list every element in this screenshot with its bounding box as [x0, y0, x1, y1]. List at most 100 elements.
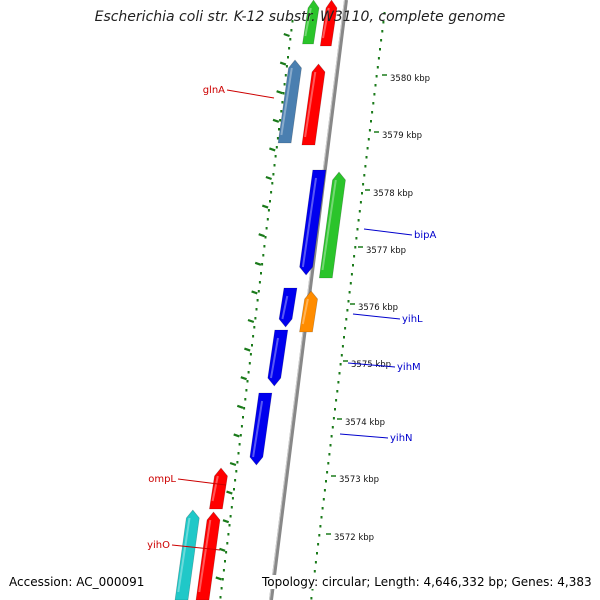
feature-layer	[174, 0, 346, 600]
track-dot	[356, 228, 359, 231]
track-dot	[219, 596, 222, 599]
track-dot	[237, 452, 240, 455]
track-dot	[245, 389, 248, 392]
feature-highlight	[280, 67, 293, 136]
track-dot	[370, 120, 372, 123]
tick-dash	[283, 32, 290, 38]
tick-label: 3573 kbp	[339, 475, 379, 485]
topology-text: Topology: circular; Length: 4,646,332 bp…	[262, 575, 592, 589]
track-dot	[313, 570, 316, 573]
tick-dash	[279, 61, 287, 66]
tick-label: 3578 kbp	[373, 189, 413, 199]
track-dot	[240, 425, 243, 428]
leader-line	[171, 544, 221, 551]
track-dot	[363, 174, 366, 177]
track-dot	[228, 524, 231, 527]
gene-feature-inner	[267, 329, 289, 387]
track-dot	[380, 39, 383, 42]
track-dot	[263, 245, 266, 248]
track-dot	[247, 371, 250, 374]
tick-dash	[236, 404, 244, 409]
track-dot	[344, 327, 347, 330]
track-dot	[354, 246, 357, 249]
track-dot	[317, 543, 320, 546]
tick-dash	[233, 433, 240, 438]
track-dot	[364, 165, 367, 168]
track-dot	[340, 354, 343, 357]
track-dot	[256, 299, 259, 302]
track-dot	[325, 480, 327, 483]
track-dot	[260, 272, 262, 275]
track-dot	[229, 515, 232, 518]
track-dot	[373, 93, 376, 96]
tick-dash	[226, 490, 233, 495]
track-dot	[321, 507, 324, 510]
track-dot	[242, 416, 244, 419]
left-dotted-track	[219, 20, 294, 599]
track-dot	[362, 183, 365, 186]
track-dot	[323, 489, 326, 492]
track-dot	[270, 191, 273, 194]
feature-highlight	[177, 517, 191, 593]
track-dot	[346, 309, 349, 312]
tick-dash	[254, 261, 262, 266]
track-dot	[224, 560, 226, 563]
track-dot	[383, 12, 386, 15]
track-dot	[249, 353, 252, 356]
track-dot	[225, 551, 228, 554]
track-dot	[371, 111, 374, 114]
track-dot	[233, 488, 235, 491]
track-dot	[310, 597, 313, 600]
track-dot	[322, 498, 325, 501]
track-dot	[347, 300, 350, 303]
leader-line	[352, 313, 401, 320]
track-dot	[275, 146, 278, 149]
track-dot	[381, 30, 384, 33]
gene-label-yihO: yihO	[147, 540, 170, 551]
tick-dash	[229, 461, 237, 467]
track-dot	[238, 443, 241, 446]
track-dot	[274, 155, 277, 158]
track-dot	[244, 398, 247, 401]
track-dot	[338, 372, 341, 375]
accession-text: Accession: AC_000091	[9, 575, 145, 589]
gene-feature-inner	[249, 392, 273, 466]
track-dot	[234, 479, 237, 482]
track-dot	[287, 56, 289, 59]
track-dot	[319, 525, 322, 528]
feature-highlight	[198, 519, 212, 593]
track-dot	[359, 201, 362, 204]
track-dot	[368, 129, 371, 132]
track-dot	[221, 578, 224, 581]
tick-dash	[258, 233, 265, 238]
gene-label-yihL: yihL	[402, 314, 423, 325]
gene-feature-inner	[299, 169, 327, 276]
track-dot	[353, 255, 356, 258]
track-dot	[262, 254, 265, 257]
feature-highlight	[304, 7, 312, 37]
track-dot	[361, 192, 363, 195]
track-dot	[248, 362, 251, 365]
track-dot	[337, 381, 340, 384]
track-dot	[365, 156, 368, 159]
track-dot	[264, 236, 267, 239]
track-dot	[329, 444, 332, 447]
tick-dash	[247, 318, 255, 324]
feature-highlight	[211, 475, 219, 502]
track-dot	[278, 128, 280, 131]
leader-line	[226, 89, 275, 99]
tick-layer: 3580 kbp 3579 kbp 3578 kbp 3577 kbp 3576 kbp…	[326, 74, 430, 543]
tick-dash	[219, 547, 226, 552]
track-dot	[330, 435, 333, 438]
tick-dash	[261, 204, 269, 209]
right-dotted-track	[310, 12, 386, 600]
track-dot	[336, 390, 339, 393]
track-dot	[357, 219, 360, 222]
track-dot	[328, 453, 331, 456]
track-dot	[243, 407, 246, 410]
track-dot	[379, 48, 381, 51]
gene-feature-inner	[209, 467, 228, 510]
track-dot	[374, 84, 377, 87]
